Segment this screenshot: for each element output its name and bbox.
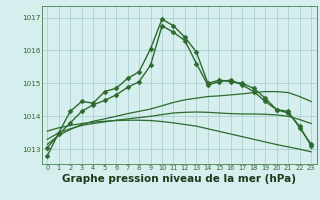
X-axis label: Graphe pression niveau de la mer (hPa): Graphe pression niveau de la mer (hPa) [62,174,296,184]
